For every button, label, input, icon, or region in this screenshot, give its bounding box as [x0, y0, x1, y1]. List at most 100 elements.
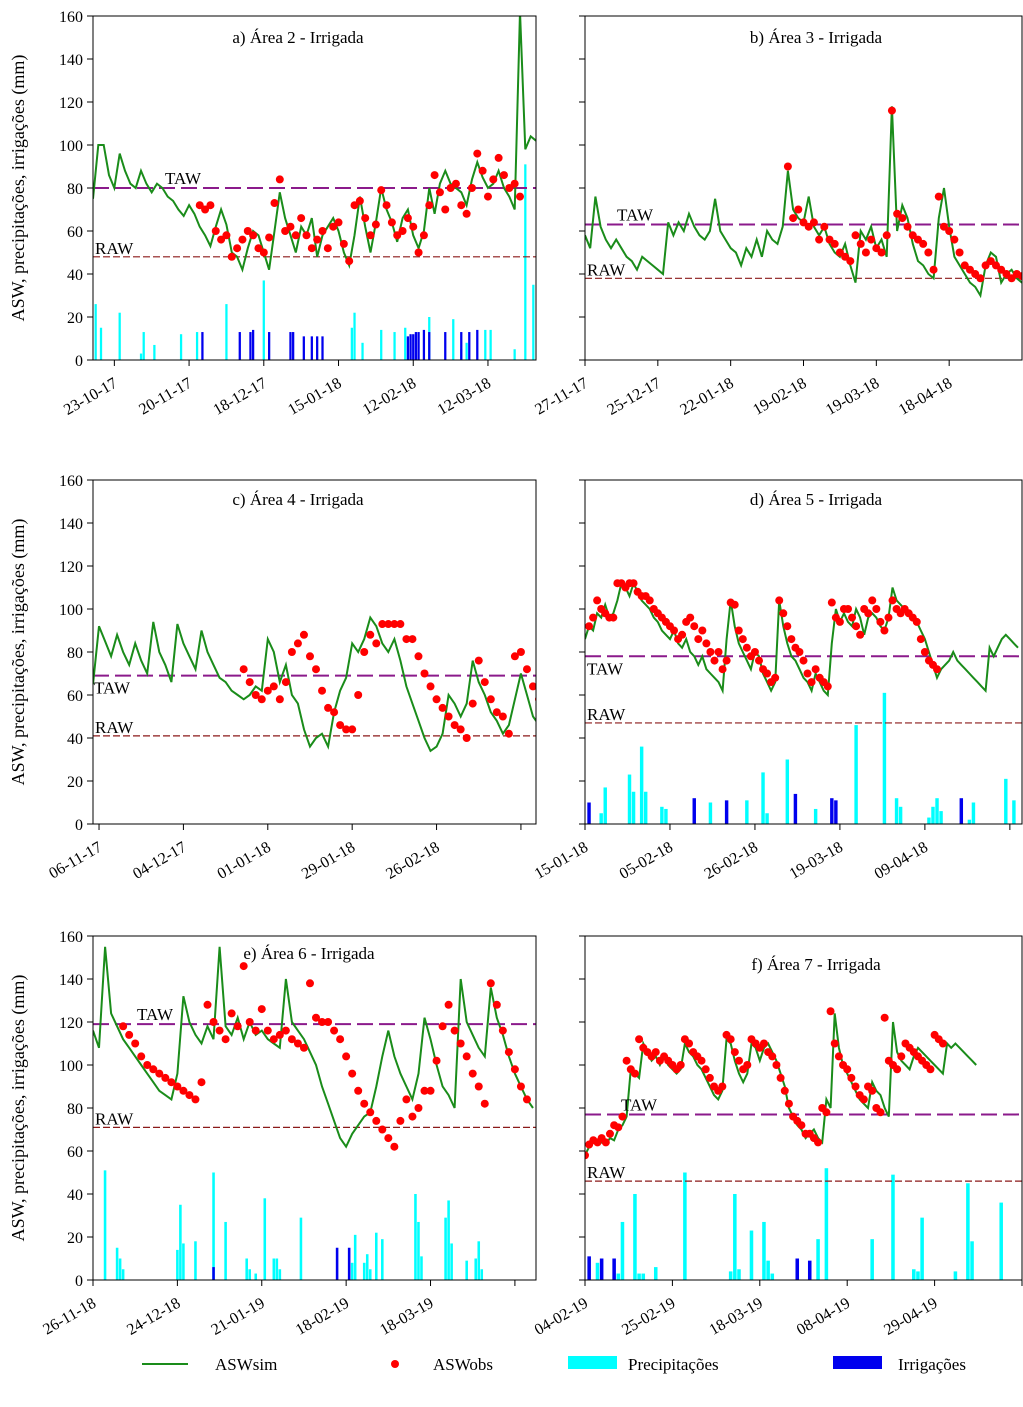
asw-obs-point	[336, 1035, 345, 1044]
asw-obs-point	[206, 201, 215, 210]
asw-obs-point	[342, 725, 351, 734]
taw-label: TAW	[165, 169, 202, 188]
asw-obs-point	[191, 1095, 200, 1104]
asw-obs-point	[360, 648, 369, 656]
asw-obs-point	[354, 1086, 363, 1095]
asw-obs-point	[402, 1095, 411, 1104]
asw-obs-point	[432, 1056, 441, 1065]
precip-bar	[891, 1174, 895, 1280]
asw-obs-point	[270, 199, 279, 208]
precip-bar	[639, 746, 644, 824]
asw-obs-point	[462, 209, 471, 218]
asw-obs-point	[670, 626, 679, 635]
x-tick-label: 18-02-19	[293, 1295, 352, 1339]
asw-obs-point	[233, 244, 242, 253]
asw-obs-point	[420, 1086, 429, 1095]
taw-label: TAW	[621, 1095, 658, 1114]
asw-obs-point	[775, 596, 784, 605]
y-tick-label: 120	[59, 1015, 83, 1032]
asw-obs-point	[809, 218, 818, 227]
precip-bar	[733, 1194, 737, 1280]
legend-item-precip: Precipitações	[568, 1355, 719, 1374]
asw-obs-point	[730, 600, 739, 609]
asw-obs-point	[467, 184, 476, 192]
asw-obs-point	[734, 626, 743, 635]
asw-obs-point	[916, 635, 925, 644]
precip-bar	[524, 164, 527, 360]
asw-obs-point	[393, 231, 402, 240]
asw-obs-point	[275, 695, 284, 704]
irrig-bar	[251, 329, 255, 360]
legend-swatch	[833, 1356, 882, 1369]
precip-bar	[368, 1269, 372, 1280]
plot-frame	[584, 479, 1023, 825]
asw-obs-point	[302, 231, 311, 240]
asw-obs-point	[408, 635, 417, 644]
asw-obs-point	[435, 188, 444, 197]
asw-obs-point	[390, 620, 399, 629]
irrig-bar	[422, 329, 426, 360]
precip-bar	[480, 1269, 484, 1280]
precip-bar	[745, 800, 749, 824]
asw-obs-point	[336, 721, 345, 730]
precip-bar	[854, 725, 858, 824]
asw-obs-point	[372, 639, 381, 648]
precip-bar	[927, 817, 931, 824]
precip-bar	[595, 1262, 600, 1280]
taw-label: TAW	[94, 679, 131, 698]
asw-obs-point	[446, 184, 455, 192]
taw-label: TAW	[617, 206, 654, 225]
asw-obs-point	[299, 1043, 308, 1052]
irrig-bar	[834, 800, 838, 824]
asw-obs-point	[589, 613, 598, 622]
asw-obs-point	[926, 1065, 935, 1074]
asw-obs-point	[903, 222, 912, 231]
asw-obs-point	[167, 1078, 176, 1087]
precip-bar	[966, 1183, 970, 1280]
asw-obs-point	[201, 205, 210, 214]
precip-bar	[393, 332, 396, 360]
asw-sim-line	[93, 16, 536, 273]
asw-obs-point	[844, 605, 853, 613]
irrig-bar	[406, 336, 410, 360]
precip-bar	[813, 808, 818, 824]
asw-obs-point	[269, 1035, 278, 1044]
y-tick-label: 0	[75, 353, 83, 370]
precip-bar	[381, 1239, 384, 1280]
asw-obs-point	[690, 622, 699, 631]
asw-obs-point	[686, 613, 695, 622]
x-tick-label: 29-01-18	[299, 839, 358, 883]
asw-obs-point	[859, 1095, 868, 1104]
precip-bar	[971, 802, 976, 824]
asw-obs-point	[227, 252, 236, 261]
irrig-bar	[444, 332, 447, 360]
asw-obs-point	[378, 620, 387, 629]
x-tick-label: 19-02-18	[750, 375, 809, 419]
y-tick-label: 120	[59, 95, 83, 112]
asw-obs-point	[299, 630, 308, 639]
asw-obs-point	[444, 1000, 453, 1009]
asw-obs-point	[408, 1112, 417, 1121]
asw-obs-point	[161, 1073, 170, 1082]
asw-obs-point	[307, 244, 316, 253]
asw-obs-point	[547, 713, 555, 721]
asw-obs-point	[955, 248, 964, 257]
plot-area	[93, 946, 536, 1280]
y-tick-label: 60	[67, 688, 83, 705]
panel-title: f) Área 7 - Irrigada	[751, 955, 881, 974]
asw-obs-point	[305, 979, 314, 988]
x-tick-label: 21-01-19	[208, 1295, 267, 1339]
x-tick-label: 04-12-17	[130, 839, 189, 883]
precip-bar	[118, 1258, 122, 1280]
irrig-bar	[807, 1260, 812, 1280]
precip-bar	[683, 1172, 687, 1280]
asw-obs-point	[125, 1030, 134, 1039]
asw-obs-point	[390, 1142, 399, 1151]
asw-obs-point	[173, 1082, 182, 1091]
y-tick-label: 80	[67, 645, 83, 662]
taw-label: TAW	[137, 1005, 174, 1024]
precip-bar	[417, 1221, 420, 1280]
asw-sim-line	[585, 106, 1022, 299]
asw-obs-point	[718, 665, 727, 674]
precip-bar	[999, 1202, 1003, 1280]
